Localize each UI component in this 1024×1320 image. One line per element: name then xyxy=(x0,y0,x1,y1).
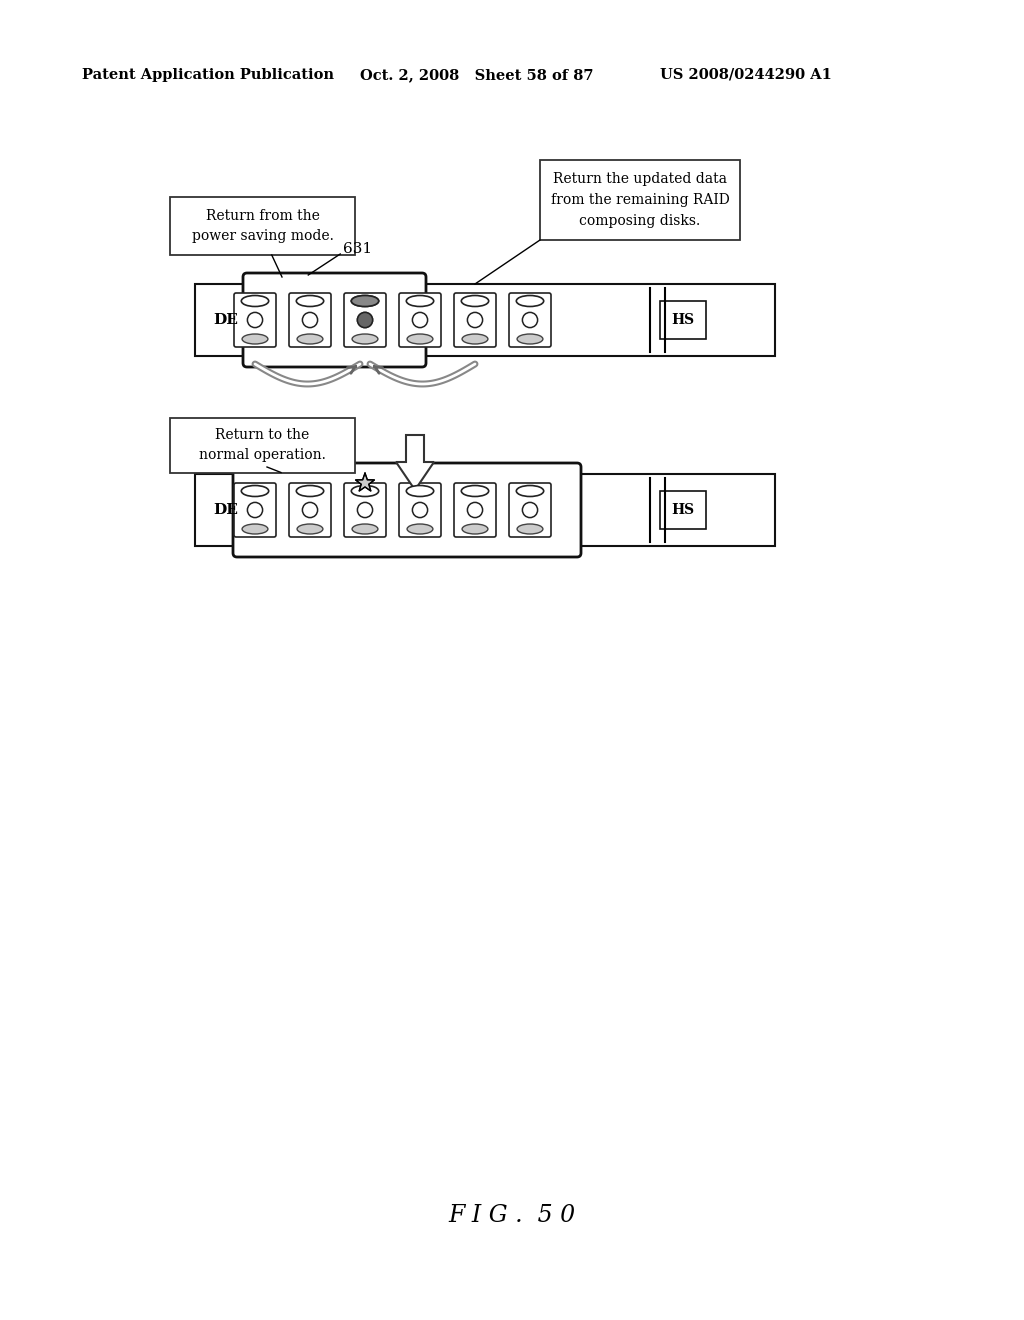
Ellipse shape xyxy=(352,524,378,535)
FancyArrow shape xyxy=(396,436,434,490)
Bar xyxy=(195,474,775,546)
Ellipse shape xyxy=(351,296,379,306)
Polygon shape xyxy=(355,473,375,491)
Ellipse shape xyxy=(352,334,378,345)
Ellipse shape xyxy=(297,334,323,345)
Text: DE: DE xyxy=(213,503,238,517)
FancyBboxPatch shape xyxy=(344,483,386,537)
Text: Return the updated data
from the remaining RAID
composing disks.: Return the updated data from the remaini… xyxy=(551,173,729,227)
Text: Patent Application Publication: Patent Application Publication xyxy=(82,69,334,82)
Circle shape xyxy=(467,313,482,327)
FancyBboxPatch shape xyxy=(243,273,426,367)
Text: Return from the
power saving mode.: Return from the power saving mode. xyxy=(191,209,334,243)
FancyBboxPatch shape xyxy=(234,483,276,537)
Bar xyxy=(170,417,355,473)
Ellipse shape xyxy=(407,486,434,496)
Text: Return to the
normal operation.: Return to the normal operation. xyxy=(199,428,326,462)
FancyBboxPatch shape xyxy=(399,483,441,537)
Bar xyxy=(660,301,706,339)
Ellipse shape xyxy=(462,296,488,306)
Ellipse shape xyxy=(242,524,268,535)
Ellipse shape xyxy=(516,486,544,496)
Ellipse shape xyxy=(296,296,324,306)
Text: DE: DE xyxy=(213,313,238,327)
FancyBboxPatch shape xyxy=(289,483,331,537)
Circle shape xyxy=(413,503,428,517)
FancyBboxPatch shape xyxy=(344,293,386,347)
Text: 631: 631 xyxy=(343,242,373,256)
Circle shape xyxy=(302,503,317,517)
Ellipse shape xyxy=(407,296,434,306)
Ellipse shape xyxy=(242,334,268,345)
FancyBboxPatch shape xyxy=(454,293,496,347)
Circle shape xyxy=(357,313,373,327)
FancyBboxPatch shape xyxy=(509,483,551,537)
FancyBboxPatch shape xyxy=(509,293,551,347)
Ellipse shape xyxy=(242,486,268,496)
Bar xyxy=(170,197,355,255)
Text: US 2008/0244290 A1: US 2008/0244290 A1 xyxy=(660,69,831,82)
Ellipse shape xyxy=(462,524,487,535)
Ellipse shape xyxy=(351,296,379,306)
Ellipse shape xyxy=(297,524,323,535)
Ellipse shape xyxy=(462,334,487,345)
Ellipse shape xyxy=(408,524,433,535)
Circle shape xyxy=(248,503,262,517)
Circle shape xyxy=(302,313,317,327)
Ellipse shape xyxy=(242,296,268,306)
Circle shape xyxy=(413,313,428,327)
Text: Oct. 2, 2008   Sheet 58 of 87: Oct. 2, 2008 Sheet 58 of 87 xyxy=(360,69,594,82)
Text: HS: HS xyxy=(672,503,694,517)
FancyBboxPatch shape xyxy=(399,293,441,347)
FancyBboxPatch shape xyxy=(234,293,276,347)
Ellipse shape xyxy=(517,334,543,345)
Circle shape xyxy=(522,503,538,517)
Text: HS: HS xyxy=(672,313,694,327)
Ellipse shape xyxy=(351,486,379,496)
FancyBboxPatch shape xyxy=(233,463,581,557)
FancyBboxPatch shape xyxy=(289,293,331,347)
Circle shape xyxy=(467,503,482,517)
Ellipse shape xyxy=(296,486,324,496)
Ellipse shape xyxy=(516,296,544,306)
Bar xyxy=(540,160,740,240)
Circle shape xyxy=(522,313,538,327)
Circle shape xyxy=(248,313,262,327)
Circle shape xyxy=(357,313,373,327)
Ellipse shape xyxy=(462,486,488,496)
Bar xyxy=(195,284,775,356)
Ellipse shape xyxy=(408,334,433,345)
FancyBboxPatch shape xyxy=(454,483,496,537)
Circle shape xyxy=(357,503,373,517)
Ellipse shape xyxy=(517,524,543,535)
Text: F I G .  5 0: F I G . 5 0 xyxy=(449,1204,575,1226)
Bar xyxy=(660,491,706,529)
